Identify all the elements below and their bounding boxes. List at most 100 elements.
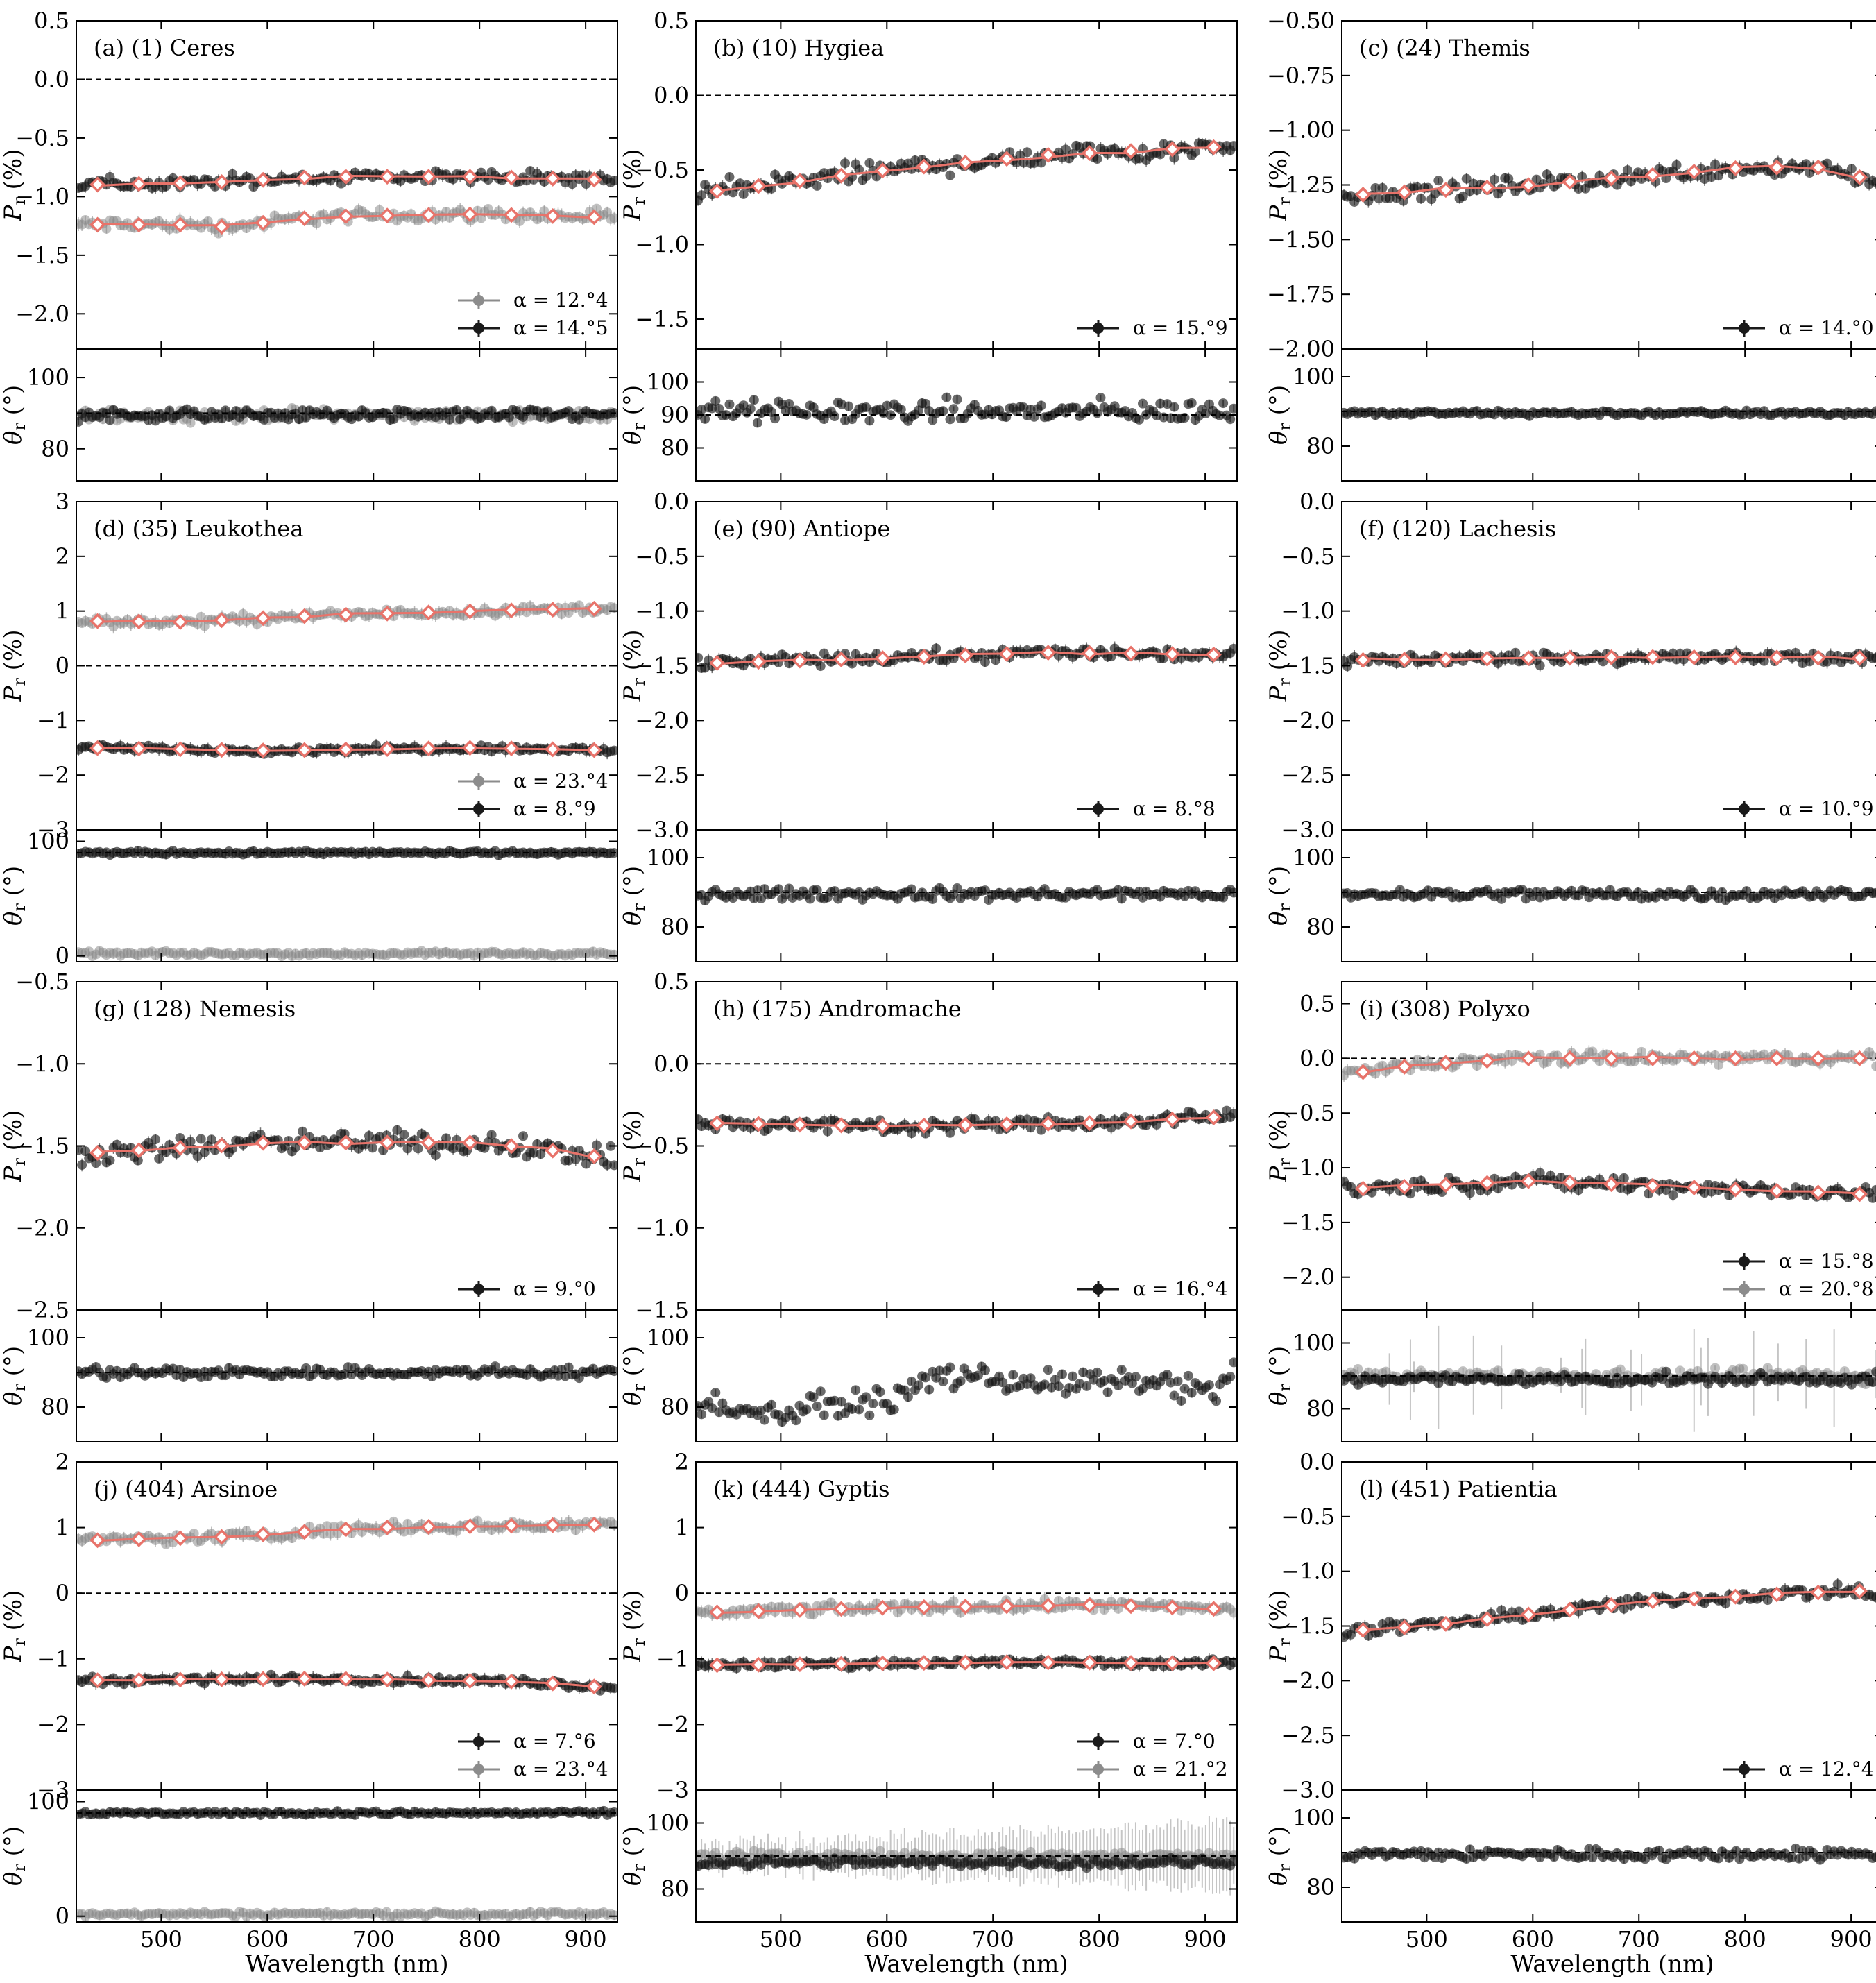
pr-point bbox=[567, 179, 577, 189]
bin-marker bbox=[89, 176, 106, 193]
theta-point bbox=[1138, 398, 1148, 409]
theta-point bbox=[864, 416, 875, 426]
pr-point bbox=[1510, 647, 1521, 658]
y-tick-label: −2.0 bbox=[635, 707, 689, 733]
axis-label-unit: (°) bbox=[0, 866, 27, 903]
bin-marker bbox=[833, 167, 850, 184]
axis-label-unit: (°) bbox=[619, 385, 647, 423]
theta-point bbox=[952, 394, 962, 405]
bin-marker bbox=[130, 740, 147, 757]
bin-marker bbox=[1438, 182, 1454, 198]
bin-marker bbox=[255, 610, 271, 627]
legend-marker bbox=[473, 323, 484, 334]
axis-label-unit: (%) bbox=[0, 148, 27, 197]
axis-label-symbol: θ bbox=[619, 431, 647, 445]
bin-marker bbox=[545, 602, 561, 618]
pr-axis-label: Pr (%) bbox=[0, 148, 29, 221]
y-tick-label: −3.0 bbox=[635, 817, 689, 843]
axis-label-unit: (%) bbox=[619, 629, 647, 678]
bin-marker bbox=[1520, 177, 1537, 194]
pr-point bbox=[609, 176, 617, 186]
bin-marker bbox=[379, 740, 395, 757]
bin-marker bbox=[420, 207, 437, 223]
bin-marker bbox=[1205, 139, 1222, 155]
y-tick-label: −1.5 bbox=[635, 306, 689, 332]
angle-plot bbox=[696, 392, 1237, 428]
y-tick-label: −0.75 bbox=[1267, 62, 1335, 89]
bin-marker bbox=[586, 209, 602, 225]
bin-marker bbox=[750, 178, 767, 194]
bin-marker bbox=[874, 650, 891, 667]
legend-marker bbox=[1093, 803, 1104, 815]
bin-marker bbox=[998, 151, 1015, 167]
theta-point bbox=[749, 893, 759, 903]
theta-tick-label: 100 bbox=[647, 369, 689, 395]
axis-label-subscript: r bbox=[629, 903, 649, 912]
theta-tick-label: 100 bbox=[27, 364, 69, 391]
pr-point bbox=[1061, 144, 1071, 155]
legend-marker bbox=[473, 776, 484, 787]
axis-label-symbol: θ bbox=[0, 431, 27, 445]
pr-point bbox=[1490, 174, 1500, 185]
bin-marker bbox=[379, 169, 395, 185]
theta-point bbox=[805, 894, 815, 904]
pr-point bbox=[1535, 661, 1545, 671]
theta-point bbox=[700, 414, 710, 424]
bin-marker bbox=[957, 647, 973, 664]
angle-axes-frame bbox=[76, 829, 618, 962]
theta-tick-label: 100 bbox=[647, 844, 689, 871]
bin-marker bbox=[545, 741, 561, 758]
theta-axis-label: θr (°) bbox=[0, 866, 29, 926]
theta-point bbox=[504, 412, 514, 423]
legend-marker bbox=[1093, 323, 1104, 334]
axis-label-symbol: P bbox=[0, 205, 27, 222]
theta-point bbox=[752, 418, 762, 428]
axis-label-subscript: r bbox=[10, 197, 29, 205]
bin-marker bbox=[172, 741, 189, 758]
y-tick-label: −2 bbox=[37, 762, 69, 788]
axis-label-subscript: r bbox=[10, 678, 29, 686]
theta-point bbox=[1225, 414, 1236, 425]
pr-point bbox=[1092, 154, 1102, 164]
y-tick-label: 3 bbox=[56, 488, 69, 515]
angle-plot bbox=[76, 845, 617, 962]
pr-point bbox=[931, 643, 941, 654]
y-tick-label: −1.5 bbox=[635, 653, 689, 679]
bin-marker bbox=[337, 741, 354, 758]
bin-marker bbox=[1355, 187, 1372, 203]
axis-label-unit: (%) bbox=[619, 148, 647, 197]
panel-title: (a) (1) Ceres bbox=[94, 35, 235, 61]
bin-marker bbox=[1562, 173, 1578, 190]
bin-marker bbox=[874, 162, 891, 179]
axis-label-symbol: P bbox=[0, 686, 27, 703]
bin-marker bbox=[833, 651, 850, 667]
bin-marker bbox=[1081, 645, 1098, 661]
pr-point bbox=[514, 216, 525, 226]
y-tick-label: −1.0 bbox=[635, 598, 689, 624]
pr-point bbox=[1458, 192, 1468, 202]
angle-plot bbox=[76, 403, 617, 428]
bin-marker bbox=[461, 206, 478, 223]
legend-label: α = 12.°4 bbox=[513, 289, 608, 312]
pr-axis-label: Pr (%) bbox=[1265, 148, 1295, 221]
axis-label-subscript: r bbox=[629, 423, 649, 431]
bin-marker bbox=[503, 740, 520, 757]
bin-marker bbox=[998, 646, 1015, 662]
theta-point bbox=[1025, 405, 1036, 415]
bin-marker bbox=[503, 207, 520, 223]
bin-marker bbox=[709, 654, 726, 671]
pr-point bbox=[1416, 194, 1426, 204]
axis-label-symbol: P bbox=[619, 686, 647, 703]
panel-title: (e) (90) Antiope bbox=[713, 516, 890, 542]
legend-marker bbox=[1739, 323, 1750, 334]
pr-point bbox=[854, 164, 864, 175]
bin-marker bbox=[1851, 169, 1868, 185]
bin-marker bbox=[709, 183, 726, 200]
theta-point bbox=[1001, 412, 1012, 423]
bin-marker bbox=[255, 214, 271, 231]
bin-marker bbox=[172, 613, 189, 630]
bin-marker bbox=[379, 605, 395, 622]
bin-marker bbox=[957, 154, 973, 171]
theta-point bbox=[774, 884, 784, 894]
